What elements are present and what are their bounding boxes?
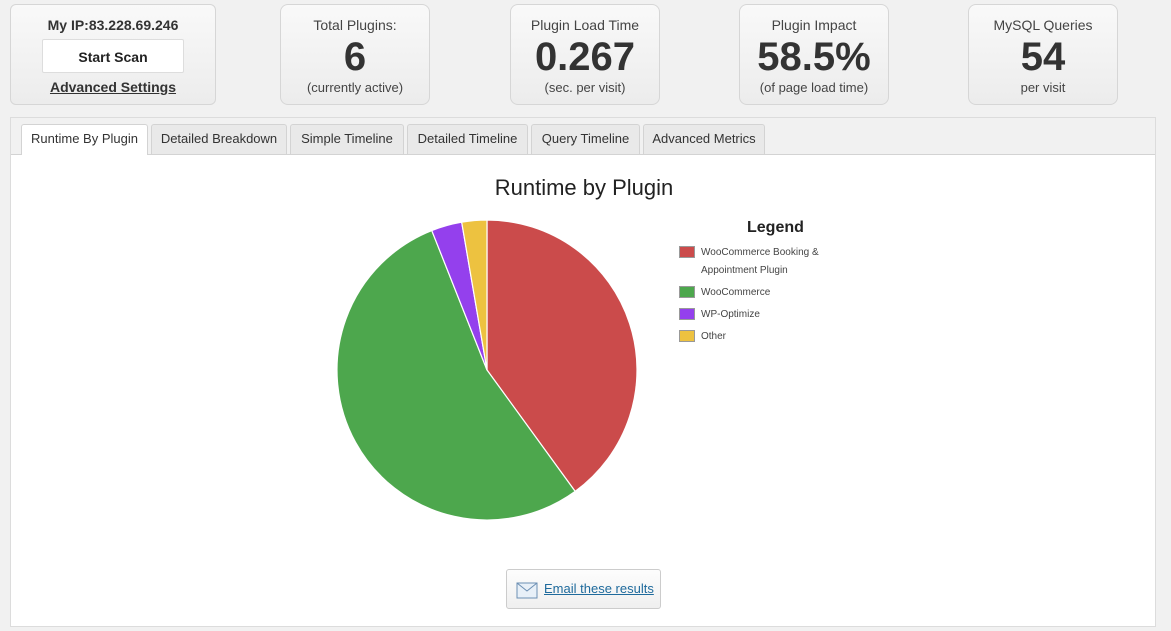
tab-detailed-timeline[interactable]: Detailed Timeline: [407, 124, 528, 154]
stat-total-plugins: Total Plugins: 6 (currently active): [280, 4, 430, 105]
stat-plugin-impact: Plugin Impact 58.5% (of page load time): [739, 4, 889, 105]
email-results-button[interactable]: Email these results: [506, 569, 661, 609]
chart-title: Runtime by Plugin: [494, 175, 674, 200]
legend-swatch: [679, 330, 695, 342]
stat-value: 0.267: [534, 35, 636, 79]
legend-swatch: [679, 246, 695, 258]
start-scan-button[interactable]: Start Scan: [42, 39, 184, 73]
stat-value: 54: [1020, 35, 1066, 79]
legend-label: Other: [701, 331, 727, 342]
stat-label: MySQL Queries: [993, 17, 1093, 33]
stat-sub: (sec. per visit): [544, 80, 626, 95]
tab-runtime-by-plugin[interactable]: Runtime By Plugin: [21, 124, 148, 155]
stat-sub: (currently active): [306, 80, 404, 95]
stat-plugin-load-time: Plugin Load Time 0.267 (sec. per visit): [510, 4, 660, 105]
stat-sub: (of page load time): [759, 80, 869, 95]
results-panel: Runtime By Plugin Detailed Breakdown Sim…: [10, 117, 1156, 627]
advanced-settings-link[interactable]: Advanced Settings: [49, 79, 177, 95]
envelope-icon: [516, 582, 538, 599]
pie-slice: [460, 219, 488, 371]
legend-label: WP-Optimize: [701, 309, 760, 320]
scan-panel: My IP:83.228.69.246 Start Scan Advanced …: [10, 4, 216, 105]
my-ip-label: My IP:83.228.69.246: [47, 17, 179, 33]
stat-label: Total Plugins:: [313, 17, 397, 33]
tab-detailed-breakdown[interactable]: Detailed Breakdown: [151, 124, 287, 154]
legend-swatch: [679, 286, 695, 298]
tab-query-timeline[interactable]: Query Timeline: [531, 124, 640, 154]
pie-chart: [336, 219, 638, 521]
legend-swatch: [679, 308, 695, 320]
legend-title: Legend: [747, 219, 804, 236]
stat-value: 6: [343, 35, 367, 79]
pie-slice: [336, 229, 577, 521]
stat-label: Plugin Load Time: [530, 17, 640, 33]
tab-simple-timeline[interactable]: Simple Timeline: [290, 124, 404, 154]
email-results-label[interactable]: Email these results: [544, 581, 654, 596]
pie-slice: [486, 219, 638, 493]
stat-sub: per visit: [1020, 80, 1066, 95]
legend-label: WooCommerce Booking & Appointment Plugin: [701, 247, 819, 276]
legend-label: WooCommerce: [701, 287, 771, 298]
tab-advanced-metrics[interactable]: Advanced Metrics: [643, 124, 765, 154]
stat-mysql-queries: MySQL Queries 54 per visit: [968, 4, 1118, 105]
tab-bar: Runtime By Plugin Detailed Breakdown Sim…: [11, 118, 1155, 155]
stat-value: 58.5%: [757, 35, 871, 79]
stat-label: Plugin Impact: [771, 17, 857, 33]
